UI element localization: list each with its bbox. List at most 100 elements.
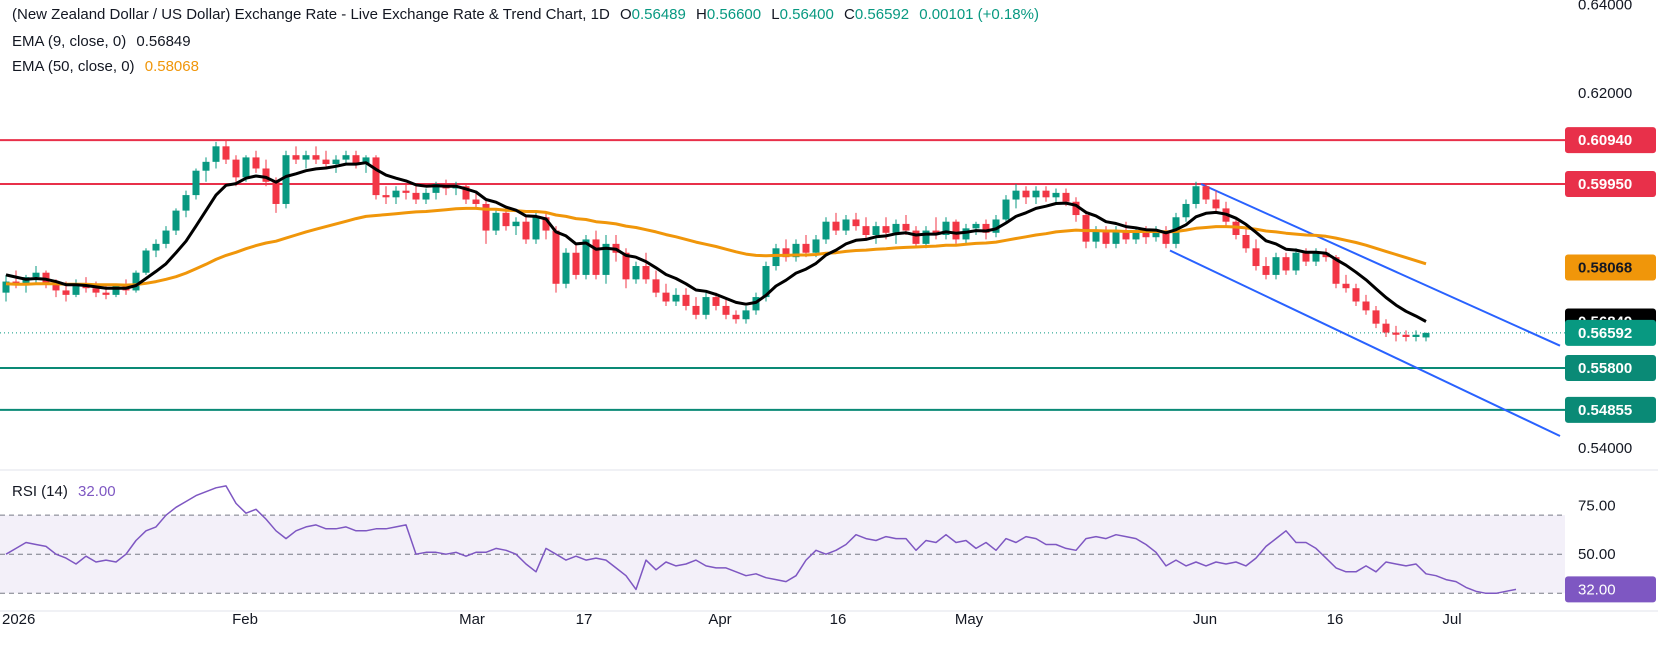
rsi-tick-label: 75.00 [1578, 497, 1616, 514]
time-tick-label: Apr [708, 611, 731, 628]
candle-body [632, 266, 640, 280]
candle-body [362, 157, 370, 165]
candle-body [392, 190, 400, 198]
candle-body [872, 226, 880, 235]
candle-body [732, 314, 740, 320]
candle-body [352, 155, 360, 165]
candle-body [1342, 283, 1350, 289]
support-price-tag [1565, 355, 1656, 382]
close-value: C0.56592 [844, 6, 910, 23]
candle-body [182, 195, 190, 211]
candle-body [922, 230, 930, 244]
chart-title: (New Zealand Dollar / US Dollar) Exchang… [12, 6, 610, 23]
level-lines-layer [0, 139, 1565, 411]
last-price-label: 0.56592 [1578, 325, 1632, 342]
candle-body [602, 243, 610, 275]
candle-body [302, 155, 310, 160]
candle-body [1052, 192, 1060, 198]
time-tick-label: Jun [1193, 611, 1217, 628]
candle-body [1212, 199, 1220, 209]
candle-body [322, 159, 330, 165]
candle-body [112, 285, 120, 295]
candle-body [912, 230, 920, 244]
candle-body [1332, 257, 1340, 284]
candle-body [832, 221, 840, 231]
candle-body [92, 288, 100, 293]
rsi-value-tag-label: 32.00 [1578, 581, 1616, 598]
candle-body [1022, 190, 1030, 198]
candle-body [1072, 201, 1080, 216]
candle-body [552, 230, 560, 284]
ema50-price-label: 0.58068 [1578, 259, 1632, 276]
grid-layer [0, 469, 1658, 612]
candle-body [1152, 230, 1160, 238]
candle-body [712, 297, 720, 306]
candle-body [1182, 203, 1190, 218]
candle-body [982, 223, 990, 233]
candle-body [532, 217, 540, 240]
candle-body [1422, 332, 1430, 338]
candle-body [972, 223, 980, 229]
support-price-tag [1565, 396, 1656, 423]
time-tick-label: 16 [830, 611, 847, 628]
price-tick-label: 0.62000 [1578, 85, 1632, 102]
resistance-price-tag [1565, 171, 1656, 198]
candle-body [12, 281, 20, 284]
candle-body [882, 226, 890, 233]
candle-body [212, 146, 220, 162]
ema50-price-tag [1565, 254, 1656, 281]
candle-body [572, 252, 580, 275]
candle-body [462, 186, 470, 200]
candle-body [1132, 232, 1140, 240]
candle-body [1262, 266, 1270, 275]
candle-body [292, 155, 300, 160]
candle-body [412, 192, 420, 200]
ema9-line [5, 161, 1427, 323]
candle-body [962, 228, 970, 240]
candle-body [762, 266, 770, 298]
candle-body [1202, 186, 1210, 200]
channel-layer [1169, 183, 1561, 437]
candle-body [1082, 215, 1090, 242]
candle-body [192, 170, 200, 196]
candle-body [672, 294, 680, 302]
candle-body [642, 266, 650, 280]
candles-layer [2, 139, 1430, 342]
rsi-tick-label: 50.00 [1578, 546, 1616, 563]
candle-body [262, 168, 270, 182]
candle-body [772, 248, 780, 267]
price-tick-label: 0.54000 [1578, 440, 1632, 457]
resistance-price-label: 0.60940 [1578, 132, 1632, 149]
candle-body [1312, 252, 1320, 262]
channel-lower-line [1169, 249, 1561, 437]
candle-body [172, 210, 180, 231]
candle-body [102, 292, 110, 295]
candle-body [402, 190, 410, 193]
time-tick-label: 16 [1327, 611, 1344, 628]
candle-body [222, 146, 230, 160]
candle-body [662, 292, 670, 302]
ema9-legend: EMA (9, close, 0) 0.56849 [12, 33, 197, 50]
low-value: L0.56400 [771, 6, 834, 23]
candle-body [382, 195, 390, 198]
price-tick-label: 0.64000 [1578, 0, 1632, 13]
candle-body [1392, 332, 1400, 335]
candle-body [492, 212, 500, 231]
candle-body [782, 248, 790, 258]
candle-body [202, 161, 210, 171]
candle-body [1282, 257, 1290, 271]
candle-body [1292, 252, 1300, 271]
ema50-line [5, 206, 1427, 287]
candle-body [342, 155, 350, 160]
candle-body [892, 223, 900, 233]
candle-body [232, 159, 240, 178]
candle-body [682, 294, 690, 306]
candle-body [312, 155, 320, 160]
resistance-price-label: 0.59950 [1578, 176, 1632, 193]
candle-body [842, 219, 850, 231]
ema-layer [5, 161, 1427, 323]
candle-body [1372, 310, 1380, 324]
candle-body [942, 221, 950, 235]
time-tick-label: 2026 [2, 611, 35, 628]
